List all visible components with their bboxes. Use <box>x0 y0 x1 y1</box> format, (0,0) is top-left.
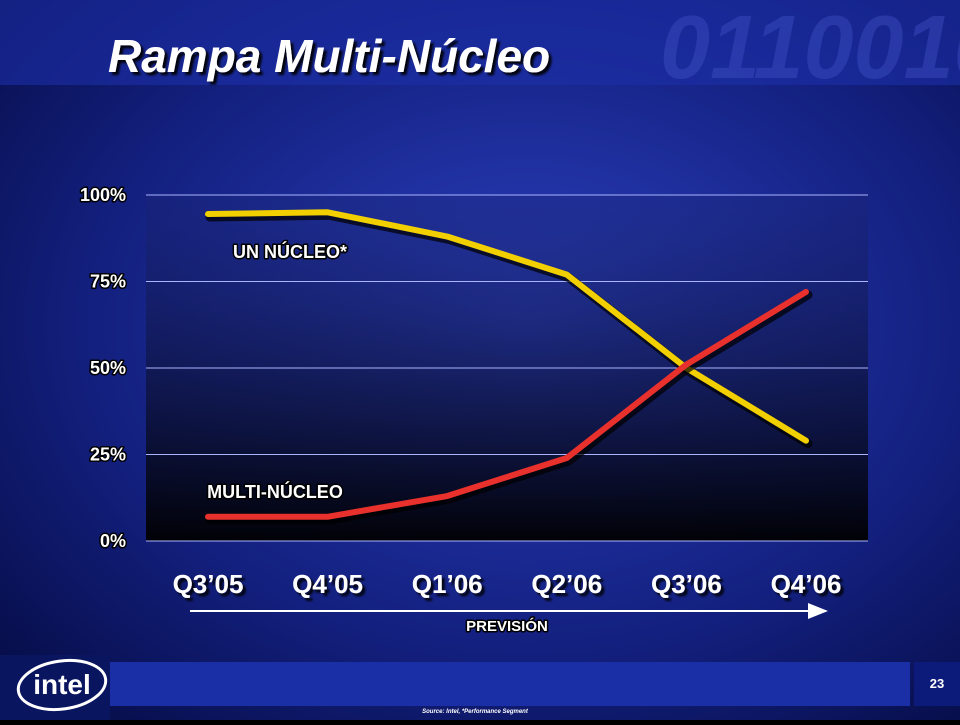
source-note: Source: Intel, *Performance Segment <box>422 709 529 715</box>
forecast-label: PREVISIÓN <box>466 617 548 635</box>
page-number: 23 <box>930 676 944 691</box>
series-line <box>205 209 809 444</box>
y-tick-label: 75% <box>90 272 126 292</box>
x-tick-label: Q1’06 <box>412 569 483 599</box>
page-box <box>914 662 960 706</box>
series-line <box>205 288 809 520</box>
x-tick-label: Q4’05 <box>292 569 363 599</box>
footer-band <box>110 662 910 706</box>
logo-swoosh <box>16 658 108 712</box>
y-tick-label: 100% <box>80 185 126 205</box>
intel-logo: intel <box>0 655 110 720</box>
y-tick-label: 50% <box>90 358 126 378</box>
x-tick-label: Q3’06 <box>651 569 722 599</box>
title-band <box>0 0 960 85</box>
chart-title: Rampa Multi-Núcleo <box>108 30 550 82</box>
series-label: MULTI-NÚCLEO <box>207 481 343 502</box>
x-tick-label: Q4’06 <box>771 569 842 599</box>
series-label: UN NÚCLEO* <box>233 241 347 262</box>
x-tick-label: Q2’06 <box>531 569 602 599</box>
watermark: 0110010010 <box>660 0 960 98</box>
y-tick-label: 25% <box>90 445 126 465</box>
y-tick-label: 0% <box>100 531 126 551</box>
x-tick-label: Q3’05 <box>173 569 244 599</box>
logo-text: intel <box>33 669 91 700</box>
